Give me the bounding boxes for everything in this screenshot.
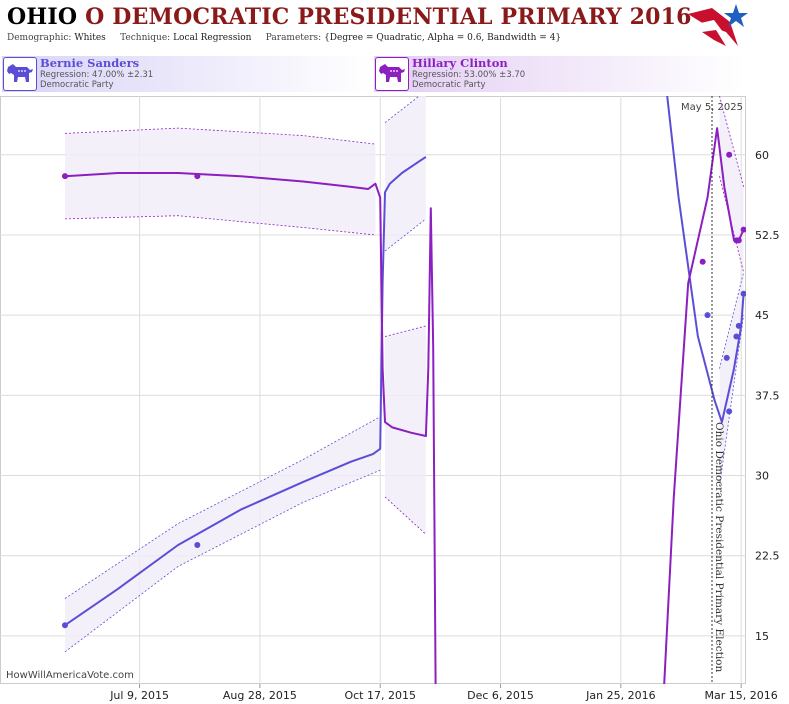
band-lower-clinton (384, 496, 427, 535)
confidence-band-clinton (65, 128, 376, 235)
democrat-donkey-icon (3, 57, 37, 91)
data-point-clinton (740, 226, 746, 233)
data-point-clinton (61, 173, 68, 180)
y-tick-label: 30 (755, 470, 769, 483)
legend-item-sanders[interactable]: Bernie Sanders Regression: 47.00% ±2.31 … (2, 56, 372, 92)
technique-label: Technique: (120, 33, 171, 43)
title-rest: O DEMOCRATIC PRESIDENTIAL PRIMARY 2016 (85, 4, 692, 30)
data-point-sanders (61, 622, 68, 629)
y-tick-label: 37.5 (755, 389, 780, 402)
confidence-band-clinton (719, 96, 744, 273)
chart-title: OHIO O DEMOCRATIC PRESIDENTIAL PRIMARY 2… (7, 4, 692, 30)
band-upper-sanders (384, 96, 420, 124)
series-line-sanders (64, 156, 427, 627)
y-tick-label: 22.5 (755, 550, 780, 563)
data-points (61, 151, 746, 629)
band-lower-sanders (719, 315, 744, 487)
data-point-sanders (194, 542, 201, 549)
regression-clinton: Regression: 53.00% ±3.70 (412, 70, 526, 80)
data-point-clinton (194, 173, 201, 180)
x-tick-label: Dec 6, 2015 (467, 689, 534, 702)
parameters-label: Parameters: (265, 33, 322, 43)
band-lower-clinton (64, 215, 376, 236)
parameters-value: {Degree = Quadratic, Alpha = 0.6, Bandwi… (324, 33, 562, 43)
y-tick-label: 60 (755, 149, 769, 162)
data-point-sanders (726, 408, 733, 415)
data-point-clinton (699, 258, 706, 265)
candidate-legend: Bernie Sanders Regression: 47.00% ±2.31 … (0, 56, 789, 94)
regression-sanders: Regression: 47.00% ±2.31 (40, 70, 154, 80)
band-upper-sanders (64, 416, 381, 599)
data-point-sanders (723, 354, 730, 361)
current-date-label: May 5, 2025 (681, 102, 743, 113)
party-sanders: Democratic Party (40, 80, 114, 90)
data-point-sanders (740, 290, 746, 297)
data-point-sanders (704, 312, 711, 319)
x-tick-label: Aug 28, 2015 (223, 689, 297, 702)
series-line-sanders (666, 96, 745, 424)
band-upper-sanders (719, 272, 744, 369)
data-point-sanders (735, 322, 742, 329)
band-lower-sanders (64, 469, 381, 653)
site-logo-icon (688, 4, 748, 46)
election-label: Ohio Democratic Presidential Primary Ele… (713, 422, 725, 672)
band-lower-sanders (384, 218, 427, 252)
confidence-bands (64, 96, 744, 653)
band-upper-clinton (384, 325, 427, 337)
y-tick-label: 45 (755, 309, 769, 322)
data-point-clinton (735, 237, 742, 244)
y-tick-label: 52.5 (755, 229, 780, 242)
x-tick-label: Jan 25, 2016 (585, 689, 655, 702)
demographic-label: Demographic: (7, 33, 72, 43)
party-clinton: Democratic Party (412, 80, 486, 90)
watermark-text: HowWillAmericaVote.com (6, 670, 134, 681)
y-tick-label: 15 (755, 630, 769, 643)
title-state: OHIO (7, 4, 78, 30)
x-tick-label: Jul 9, 2015 (109, 689, 169, 702)
democrat-donkey-icon (375, 57, 409, 91)
technique-value: Local Regression (173, 33, 252, 43)
band-upper-clinton (64, 127, 376, 145)
data-point-sanders (733, 333, 740, 340)
confidence-band-sanders (65, 416, 381, 652)
series-line-clinton (64, 172, 437, 684)
demographic-value: Whites (74, 33, 106, 43)
data-point-clinton (726, 151, 733, 158)
plot-frame (0, 96, 746, 684)
x-tick-label: Mar 15, 2016 (705, 689, 778, 702)
candidate-name-sanders: Bernie Sanders (40, 56, 140, 70)
axes: 15 22.5 30 37.5 45 52.5 60 Jul 9, 2015 Aug 28, 2… (109, 96, 780, 702)
legend-item-clinton[interactable]: Hillary Clinton Regression: 53.00% ±3.70… (374, 56, 744, 92)
x-tick-label: Oct 17, 2015 (344, 689, 416, 702)
chart-header: OHIO O DEMOCRATIC PRESIDENTIAL PRIMARY 2… (0, 0, 789, 54)
confidence-band-sanders (385, 96, 426, 251)
candidate-name-clinton: Hillary Clinton (412, 56, 508, 70)
chart-subtitle: Demographic: Whites Technique: Local Reg… (7, 33, 561, 43)
